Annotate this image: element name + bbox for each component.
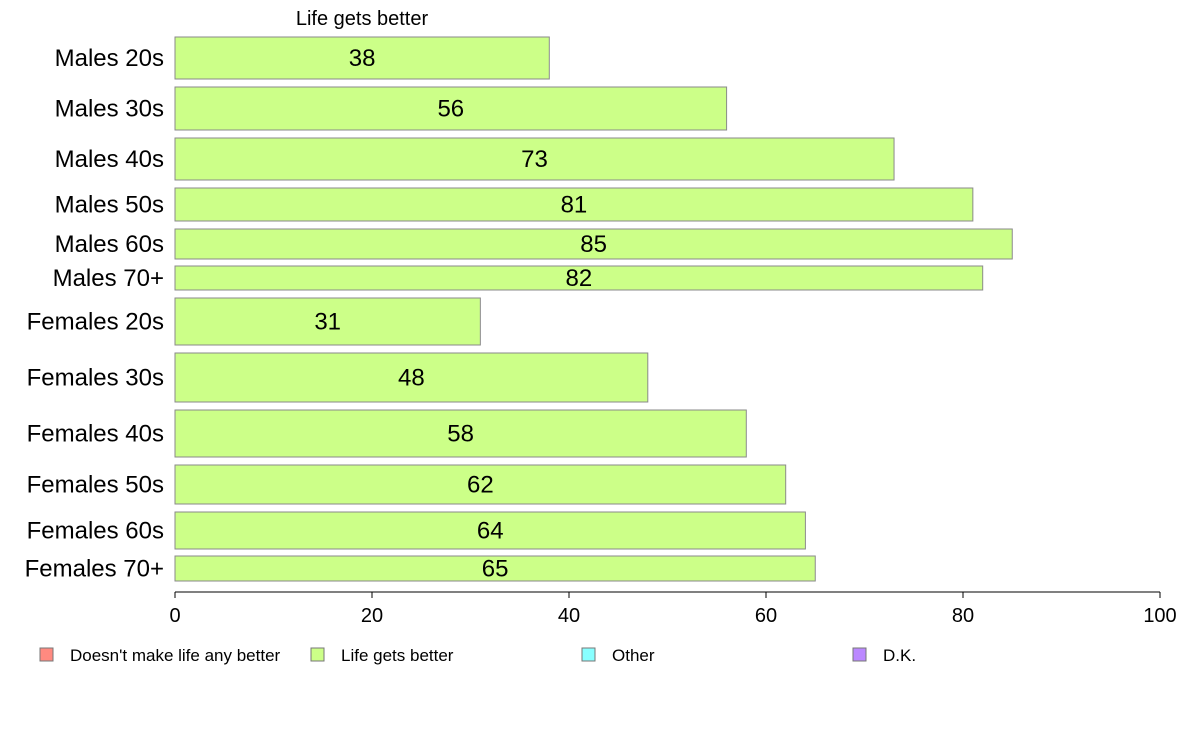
bars: Males 20s 38 Males 30s 56 Males 40s 73 Males 5…	[25, 36, 1013, 583]
value-label: 38	[349, 45, 376, 72]
category-label: Females 30s	[27, 365, 164, 392]
value-label: 62	[467, 472, 494, 499]
x-tick-label: 40	[558, 605, 580, 627]
bar-females-40s	[174, 409, 747, 458]
value-label: 65	[482, 556, 509, 583]
column-title: Life gets better	[296, 8, 429, 30]
x-tick-label: 0	[169, 605, 180, 627]
x-tick-label: 80	[952, 605, 974, 627]
category-label: Females 40s	[27, 421, 164, 448]
legend: Doesn't make life any better Life gets be…	[39, 646, 916, 665]
category-label: Females 60s	[27, 518, 164, 545]
value-label: 64	[477, 518, 504, 545]
category-label: Males 30s	[55, 96, 164, 123]
x-tick-label: 20	[361, 605, 383, 627]
category-label: Females 50s	[27, 472, 164, 499]
bar-females-20s	[174, 297, 481, 346]
legend-label: D.K.	[883, 646, 916, 665]
category-label: Males 70+	[53, 265, 164, 292]
legend-swatch	[852, 647, 867, 662]
x-tick-label: 100	[1143, 605, 1176, 627]
legend-label: Doesn't make life any better	[70, 646, 281, 665]
value-label: 31	[314, 309, 341, 336]
bar-males-20s	[174, 36, 550, 80]
bar-males-30s	[174, 86, 728, 131]
value-label: 56	[437, 96, 464, 123]
value-label: 85	[580, 231, 607, 258]
bar-males-40s	[174, 137, 895, 181]
x-tick-label: 60	[755, 605, 777, 627]
category-label: Females 70+	[25, 556, 164, 583]
category-label: Males 20s	[55, 45, 164, 72]
category-label: Males 50s	[55, 192, 164, 219]
bar-females-60s	[174, 511, 806, 550]
legend-label: Life gets better	[341, 646, 454, 665]
bar-males-50s	[174, 187, 974, 222]
legend-swatch	[39, 647, 54, 662]
category-label: Males 60s	[55, 231, 164, 258]
category-label: Males 40s	[55, 146, 164, 173]
value-label: 81	[561, 192, 588, 219]
legend-swatch	[581, 647, 596, 662]
bar-females-30s	[174, 352, 649, 403]
bar-males-60s	[174, 228, 1013, 260]
bar-females-50s	[174, 464, 787, 505]
value-label: 82	[565, 265, 592, 292]
legend-label: Other	[612, 646, 655, 665]
bar-females-70-	[174, 555, 816, 582]
value-label: 48	[398, 365, 425, 392]
bar-males-70-	[174, 265, 984, 291]
value-label: 73	[521, 146, 548, 173]
x-axis: 0 20 40 60 80 100	[169, 591, 1177, 627]
value-label: 58	[447, 421, 474, 448]
category-label: Females 20s	[27, 309, 164, 336]
legend-swatch	[310, 647, 325, 662]
